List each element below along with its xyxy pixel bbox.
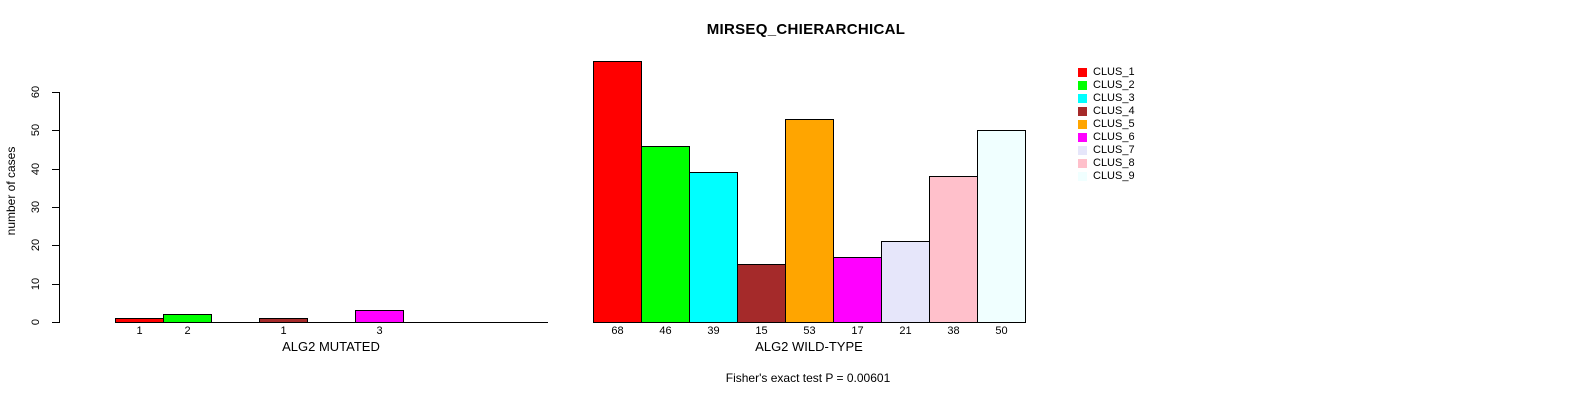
bar-value-label: 2 — [184, 325, 191, 337]
y-tick — [52, 207, 59, 208]
y-tick-label: 50 — [30, 123, 42, 137]
legend-label: CLUS_1 — [1093, 66, 1135, 78]
legend-swatch-icon — [1078, 172, 1087, 181]
legend-swatch-icon — [1078, 81, 1087, 90]
legend-label: CLUS_3 — [1093, 92, 1135, 104]
bar-value-label: 68 — [611, 325, 624, 337]
bar-CLUS_7-wildtype — [881, 241, 930, 323]
y-tick-label: 40 — [30, 162, 42, 176]
y-tick — [52, 322, 59, 323]
bar-value-label: 21 — [899, 325, 912, 337]
bar-value-label: 17 — [851, 325, 864, 337]
legend-swatch-icon — [1078, 107, 1087, 116]
legend-swatch-icon — [1078, 146, 1087, 155]
y-tick-label: 0 — [30, 318, 42, 326]
bar-CLUS_6-wildtype — [833, 257, 882, 323]
legend-row-CLUS_1: CLUS_1 — [1078, 66, 1135, 79]
legend-label: CLUS_4 — [1093, 105, 1135, 117]
legend-row-CLUS_7: CLUS_7 — [1078, 144, 1135, 157]
bar-value-label: 50 — [995, 325, 1008, 337]
y-tick-label: 10 — [30, 277, 42, 291]
y-tick — [52, 130, 59, 131]
legend-row-CLUS_8: CLUS_8 — [1078, 157, 1135, 170]
legend-swatch-icon — [1078, 94, 1087, 103]
y-tick-label: 30 — [30, 200, 42, 214]
bar-CLUS_3-wildtype — [689, 172, 738, 323]
bar-CLUS_9-wildtype — [977, 130, 1026, 323]
bar-value-label: 46 — [659, 325, 672, 337]
bar-value-label: 3 — [376, 325, 383, 337]
bar-CLUS_2-mutated — [163, 314, 212, 323]
y-tick — [52, 284, 59, 285]
y-tick — [52, 92, 59, 93]
legend-row-CLUS_6: CLUS_6 — [1078, 131, 1135, 144]
bar-CLUS_4-wildtype — [737, 264, 786, 323]
bar-value-label: 53 — [803, 325, 816, 337]
x-axis-line-mutated — [115, 322, 548, 323]
y-tick — [52, 245, 59, 246]
legend-swatch-icon — [1078, 68, 1087, 77]
y-tick — [52, 169, 59, 170]
x-axis-label-wildtype: ALG2 WILD-TYPE — [755, 339, 863, 354]
legend-swatch-icon — [1078, 159, 1087, 168]
legend-row-CLUS_4: CLUS_4 — [1078, 105, 1135, 118]
bar-CLUS_6-mutated — [355, 310, 404, 323]
bar-CLUS_2-wildtype — [641, 146, 690, 323]
legend-swatch-icon — [1078, 120, 1087, 129]
chart-title: MIRSEQ_CHIERARCHICAL — [706, 21, 906, 38]
legend-label: CLUS_2 — [1093, 79, 1135, 91]
bar-value-label: 1 — [136, 325, 143, 337]
x-axis-label-mutated: ALG2 MUTATED — [282, 339, 380, 354]
legend-label: CLUS_5 — [1093, 118, 1135, 130]
legend-row-CLUS_5: CLUS_5 — [1078, 118, 1135, 131]
bar-CLUS_4-mutated — [259, 318, 308, 323]
bar-value-label: 39 — [707, 325, 720, 337]
legend-row-CLUS_9: CLUS_9 — [1078, 170, 1135, 183]
y-tick-label: 20 — [30, 238, 42, 252]
bar-value-label: 15 — [755, 325, 768, 337]
y-axis-line — [59, 92, 60, 323]
legend-label: CLUS_8 — [1093, 157, 1135, 169]
bar-CLUS_5-wildtype — [785, 119, 834, 323]
legend-row-CLUS_2: CLUS_2 — [1078, 79, 1135, 92]
fisher-test-annotation: Fisher's exact test P = 0.00601 — [725, 371, 891, 385]
legend-label: CLUS_6 — [1093, 131, 1135, 143]
bar-CLUS_1-wildtype — [593, 61, 642, 323]
bar-value-label: 38 — [947, 325, 960, 337]
y-axis-label: number of cases — [4, 146, 18, 236]
bar-CLUS_1-mutated — [115, 318, 164, 323]
legend-label: CLUS_9 — [1093, 170, 1135, 182]
y-tick-label: 60 — [30, 85, 42, 99]
bar-CLUS_8-wildtype — [929, 176, 978, 323]
legend-row-CLUS_3: CLUS_3 — [1078, 92, 1135, 105]
legend-swatch-icon — [1078, 133, 1087, 142]
bar-value-label: 1 — [280, 325, 287, 337]
legend: CLUS_1 CLUS_2 CLUS_3 CLUS_4 CLUS_5 CLUS_6 CLUS… — [1078, 66, 1135, 183]
legend-label: CLUS_7 — [1093, 144, 1135, 156]
